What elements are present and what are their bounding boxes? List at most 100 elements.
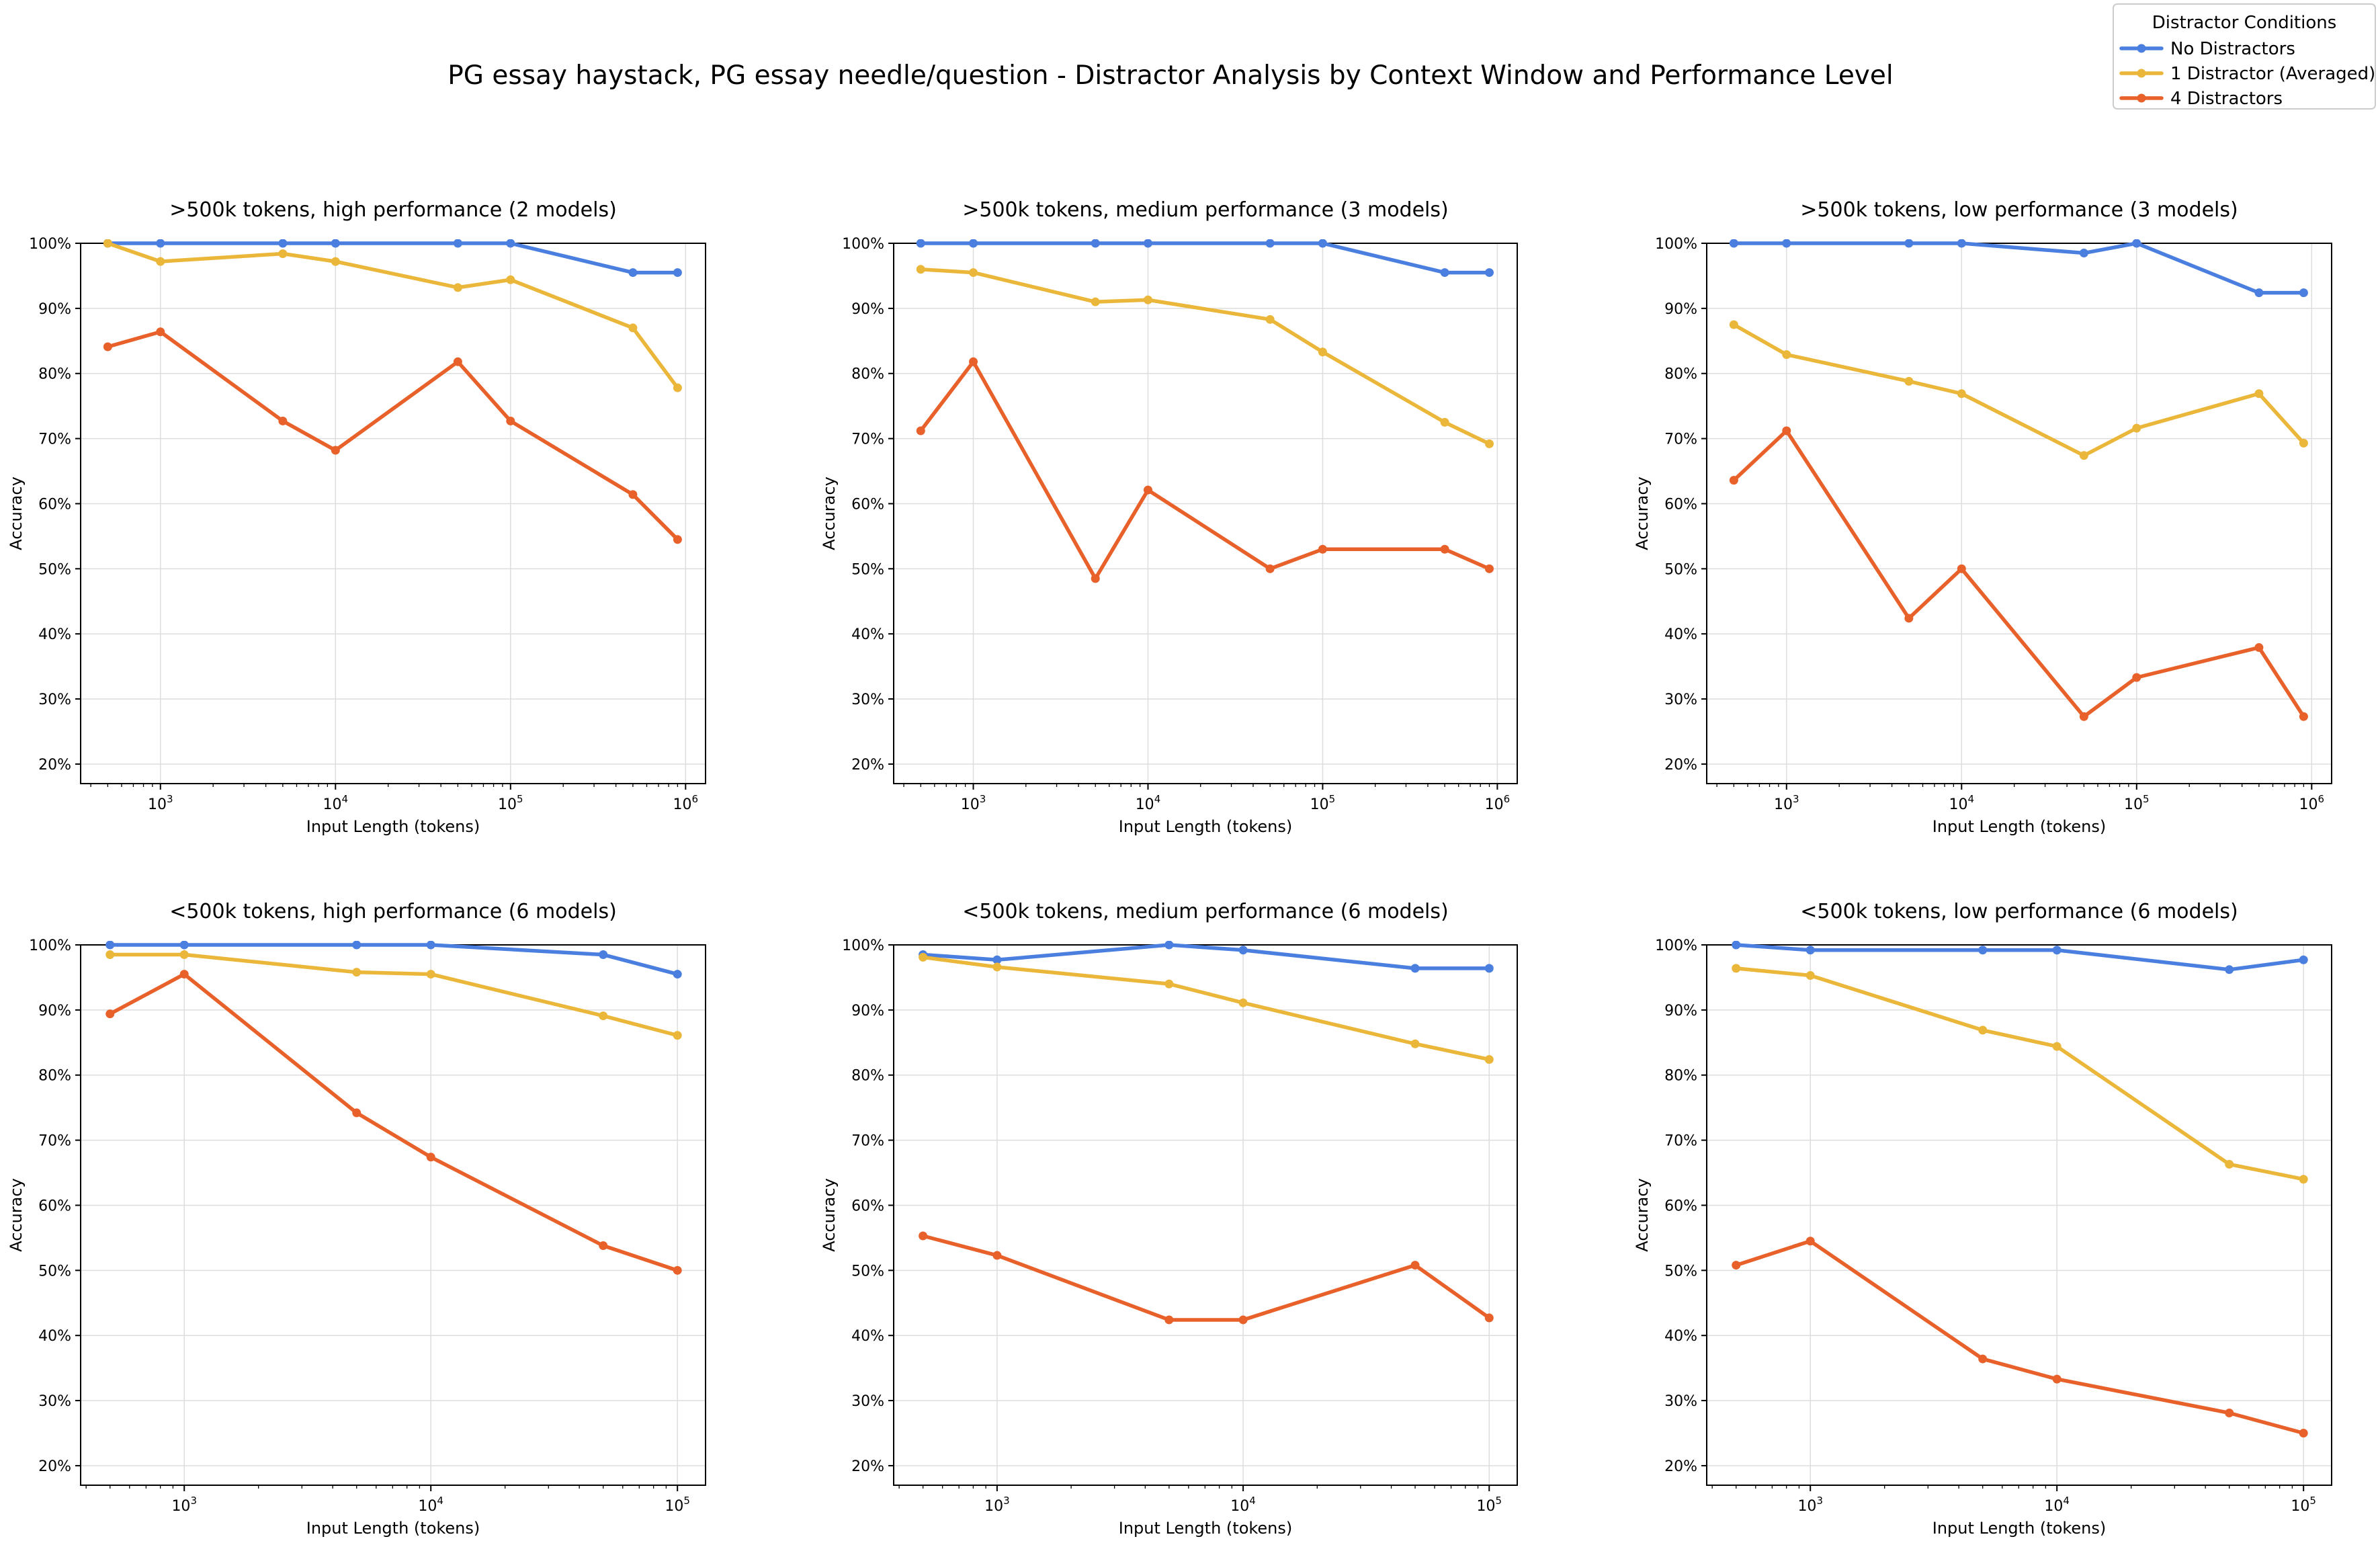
- data-point-no-distractors: [2299, 955, 2308, 964]
- data-point-no-distractors: [1143, 239, 1152, 248]
- x-tick-label: 103: [1797, 1495, 1823, 1515]
- y-tick-label: 40%: [38, 1328, 71, 1345]
- data-point-no-distractors: [992, 955, 1002, 964]
- data-point-4-distractors: [1904, 614, 1914, 623]
- y-tick-label: 40%: [1664, 1328, 1697, 1345]
- data-point-1-distractor-averaged: [278, 249, 288, 258]
- y-axis-label: Accuracy: [7, 1178, 26, 1252]
- data-point-4-distractors: [506, 416, 515, 425]
- data-point-1-distractor-averaged: [628, 323, 638, 333]
- x-axis-label: Input Length (tokens): [1119, 817, 1293, 836]
- y-tick-label: 50%: [38, 1263, 71, 1280]
- data-point-4-distractors: [1729, 476, 1738, 485]
- data-point-no-distractors: [1091, 239, 1100, 248]
- data-point-1-distractor-averaged: [916, 265, 925, 274]
- x-tick-label: 106: [2299, 793, 2325, 813]
- data-point-4-distractors: [2052, 1374, 2062, 1384]
- series-line-no-distractors: [919, 241, 1492, 275]
- axes-frame: [893, 944, 1518, 1486]
- y-axis-label: Accuracy: [1633, 1178, 1652, 1252]
- series-line-4-distractors: [108, 972, 679, 1273]
- chart-panel-4: 20% 30% 40% 50% 60% 70% 80% 90% 100% 103 104 105 <50…: [7, 900, 706, 1538]
- y-axis-label: Accuracy: [7, 476, 26, 550]
- legend-item-label: 4 Distractors: [2170, 89, 2283, 109]
- data-point-4-distractors: [1143, 485, 1152, 495]
- data-point-no-distractors: [599, 950, 608, 960]
- x-tick-label: 103: [148, 793, 173, 813]
- data-point-4-distractors: [352, 1108, 362, 1118]
- x-axis-label: Input Length (tokens): [306, 1519, 480, 1538]
- series-line-1-distractor-averaged: [105, 241, 680, 390]
- data-point-no-distractors: [1732, 941, 1741, 950]
- x-tick-label: 106: [673, 793, 699, 813]
- y-tick-label: 60%: [38, 496, 71, 513]
- series-group: [1729, 239, 2308, 721]
- axes-frame: [80, 243, 706, 784]
- data-point-4-distractors: [1164, 1315, 1174, 1325]
- x-tick-label: 106: [1485, 793, 1511, 813]
- data-point-4-distractors: [2225, 1408, 2234, 1417]
- y-tick-label: 60%: [1664, 1198, 1697, 1214]
- legend-box: [2113, 3, 2376, 110]
- data-point-no-distractors: [2079, 249, 2088, 258]
- y-axis-label: Accuracy: [1633, 476, 1652, 550]
- data-point-no-distractors: [916, 239, 925, 248]
- data-point-4-distractors: [331, 446, 340, 455]
- x-axis-label: Input Length (tokens): [1932, 1519, 2107, 1538]
- data-point-1-distractor-averaged: [1410, 1039, 1420, 1048]
- data-point-no-distractors: [2299, 288, 2308, 298]
- data-point-no-distractors: [1904, 239, 1914, 248]
- figure-title: PG essay haystack, PG essay needle/quest…: [448, 60, 1893, 91]
- y-tick-label: 20%: [38, 1458, 71, 1475]
- data-point-4-distractors: [1091, 574, 1100, 583]
- y-tick-label: 60%: [38, 1198, 71, 1214]
- data-point-1-distractor-averaged: [1732, 964, 1741, 973]
- y-tick-label: 20%: [851, 1458, 884, 1475]
- y-tick-label: 90%: [38, 301, 71, 318]
- data-point-4-distractors: [426, 1153, 435, 1162]
- y-tick-label: 90%: [851, 1003, 884, 1019]
- data-point-no-distractors: [673, 268, 682, 278]
- y-tick-label: 30%: [851, 1393, 884, 1410]
- y-tick-label: 30%: [38, 1393, 71, 1410]
- y-tick-label: 20%: [1664, 757, 1697, 774]
- y-tick-label: 80%: [1664, 1068, 1697, 1085]
- axes-frame: [1706, 243, 2332, 784]
- data-point-no-distractors: [1978, 946, 1988, 955]
- x-tick-label: 103: [961, 793, 986, 813]
- data-point-4-distractors: [599, 1241, 608, 1251]
- chart-panel-5: 20% 30% 40% 50% 60% 70% 80% 90% 100% 103 104 105 <50…: [820, 900, 1518, 1538]
- panel-title: <500k tokens, high performance (6 models…: [169, 900, 617, 923]
- y-tick-label: 90%: [1664, 301, 1697, 318]
- panel-title: >500k tokens, high performance (2 models…: [169, 198, 617, 222]
- y-tick-label: 100%: [29, 236, 71, 253]
- data-point-no-distractors: [2225, 965, 2234, 974]
- data-point-1-distractor-averaged: [1978, 1026, 1988, 1035]
- x-tick-label: 103: [984, 1495, 1010, 1515]
- panel-title: >500k tokens, low performance (3 models): [1800, 198, 2238, 222]
- data-point-4-distractors: [919, 1231, 928, 1241]
- data-point-no-distractors: [156, 239, 165, 248]
- legend: Distractor Conditions No Distractors 1 Dis…: [2113, 3, 2376, 110]
- y-tick-label: 90%: [1664, 1003, 1697, 1019]
- data-point-4-distractors: [1265, 564, 1275, 573]
- data-point-4-distractors: [2254, 643, 2264, 653]
- data-point-no-distractors: [1318, 239, 1327, 248]
- data-point-1-distractor-averaged: [2299, 438, 2308, 448]
- data-point-1-distractor-averaged: [919, 952, 928, 962]
- y-tick-label: 50%: [38, 561, 71, 578]
- series-group: [1732, 941, 2308, 1438]
- x-axis-label: Input Length (tokens): [1119, 1519, 1293, 1538]
- series-line-no-distractors: [1734, 943, 2305, 972]
- data-point-4-distractors: [1978, 1354, 1988, 1364]
- chart-panel-3: 20% 30% 40% 50% 60% 70% 80% 90% 100% 103 104 105 106…: [1633, 198, 2332, 836]
- data-point-1-distractor-averaged: [506, 275, 515, 284]
- y-tick-label: 20%: [1664, 1458, 1697, 1475]
- data-point-no-distractors: [506, 239, 515, 248]
- data-point-no-distractors: [2052, 946, 2062, 955]
- chart-panel-2: 20% 30% 40% 50% 60% 70% 80% 90% 100% 103 104 105 106…: [820, 198, 1518, 836]
- y-tick-label: 40%: [851, 626, 884, 643]
- data-point-no-distractors: [1957, 239, 1966, 248]
- data-point-no-distractors: [628, 268, 638, 278]
- x-axis-label: Input Length (tokens): [1932, 817, 2107, 836]
